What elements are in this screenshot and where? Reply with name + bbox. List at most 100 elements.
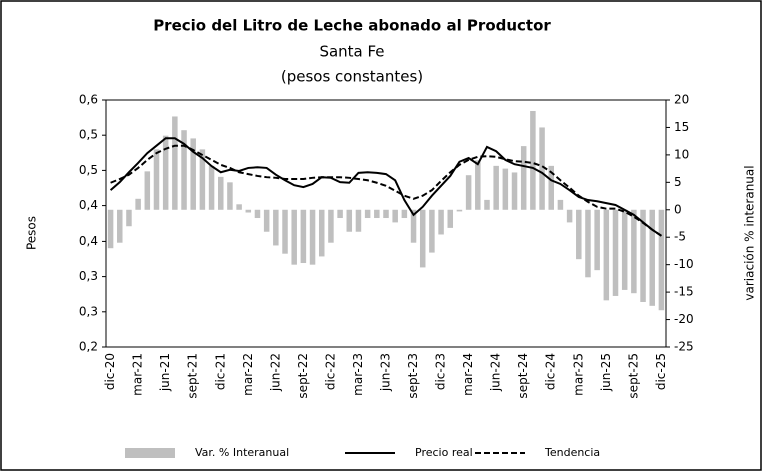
bar bbox=[539, 127, 545, 210]
bar bbox=[456, 209, 463, 212]
x-tick-label: mar-22 bbox=[241, 353, 255, 396]
bar bbox=[374, 209, 380, 219]
x-tick-label: jun-25 bbox=[599, 353, 613, 392]
bar bbox=[273, 209, 279, 246]
y-tick-label: 0,6 bbox=[79, 93, 98, 107]
bar bbox=[447, 209, 454, 228]
legend-label: Precio real bbox=[415, 446, 473, 459]
bar bbox=[291, 209, 297, 265]
bar bbox=[162, 135, 169, 210]
bar bbox=[227, 182, 233, 210]
bar bbox=[475, 160, 481, 210]
bar bbox=[300, 209, 307, 264]
y-tick-label: 0,2 bbox=[79, 340, 98, 354]
bar bbox=[117, 209, 123, 243]
x-tick-label: mar-23 bbox=[351, 353, 365, 396]
x-tick-label: dic-25 bbox=[654, 353, 668, 390]
x-tick-label: jun-24 bbox=[489, 353, 503, 392]
bar bbox=[135, 198, 141, 210]
bar bbox=[502, 168, 509, 210]
line bbox=[109, 137, 662, 237]
x-tick-label: sept-23 bbox=[406, 353, 420, 399]
x-tick-label: dic-23 bbox=[434, 353, 448, 390]
x-tick-label: jun-22 bbox=[268, 353, 282, 392]
bar bbox=[245, 209, 252, 213]
bar bbox=[410, 209, 417, 243]
bar bbox=[493, 165, 499, 210]
x-tick-label: mar-24 bbox=[461, 353, 475, 396]
bar bbox=[631, 209, 637, 294]
x-tick-label: jun-21 bbox=[158, 353, 172, 392]
y2-tick-label: 5 bbox=[674, 175, 682, 189]
bar bbox=[438, 209, 444, 235]
x-tick-label: sept-22 bbox=[296, 353, 310, 399]
bar bbox=[566, 209, 573, 223]
bar bbox=[548, 165, 554, 210]
bar bbox=[199, 149, 206, 210]
bar bbox=[392, 209, 398, 223]
bar bbox=[346, 209, 353, 232]
y-tick-label: 0,5 bbox=[79, 163, 98, 177]
bar bbox=[337, 209, 343, 219]
bar bbox=[208, 165, 215, 210]
bar bbox=[282, 209, 288, 254]
y-tick-label: 0,4 bbox=[79, 198, 98, 212]
bar bbox=[144, 171, 151, 210]
y-tick-label: 0,4 bbox=[79, 234, 98, 248]
bar bbox=[419, 209, 426, 268]
y-tick-label: 0,3 bbox=[79, 304, 98, 318]
bar bbox=[585, 209, 591, 278]
y-axis-label: Pesos bbox=[25, 216, 39, 250]
x-tick-label: mar-25 bbox=[571, 353, 585, 396]
bar bbox=[429, 209, 435, 253]
bar bbox=[181, 130, 187, 210]
bar bbox=[318, 209, 325, 257]
bar bbox=[309, 209, 316, 265]
legend-label: Tendencia bbox=[544, 446, 600, 459]
bar bbox=[576, 209, 582, 260]
bar bbox=[355, 209, 362, 232]
x-tick-label: sept-24 bbox=[516, 353, 530, 399]
chart-title: Precio del Litro de Leche abonado al Pro… bbox=[153, 17, 551, 35]
x-tick-label: jun-23 bbox=[379, 353, 393, 392]
bar bbox=[383, 209, 389, 219]
chart-subtitle: Santa Fe bbox=[319, 43, 384, 61]
bar bbox=[612, 209, 619, 296]
bar bbox=[401, 209, 408, 219]
bar bbox=[218, 176, 224, 210]
x-tick-label: sept-21 bbox=[186, 353, 200, 399]
bar bbox=[263, 209, 270, 232]
y2-axis-label: variación % interanual bbox=[743, 165, 757, 300]
y2-tick-label: -20 bbox=[674, 312, 694, 326]
bar bbox=[328, 209, 334, 243]
bar bbox=[153, 149, 160, 210]
bar bbox=[364, 209, 371, 219]
y2-tick-label: 15 bbox=[674, 120, 689, 134]
bar bbox=[254, 209, 261, 219]
y2-tick-label: 20 bbox=[674, 93, 689, 107]
bar bbox=[520, 146, 527, 210]
legend-swatch bbox=[125, 448, 175, 458]
y2-tick-label: -5 bbox=[674, 230, 686, 244]
plot-border bbox=[105, 99, 667, 348]
y2-tick-label: -15 bbox=[674, 285, 694, 299]
bar bbox=[511, 172, 518, 210]
bar bbox=[603, 209, 610, 301]
bar bbox=[236, 204, 242, 210]
bar bbox=[530, 110, 536, 210]
x-tick-label: dic-24 bbox=[544, 353, 558, 390]
x-tick-label: mar-21 bbox=[131, 353, 145, 396]
y-tick-label: 0,5 bbox=[79, 128, 98, 142]
x-tick-label: sept-25 bbox=[626, 353, 640, 399]
bar bbox=[465, 175, 472, 210]
x-tick-label: dic-22 bbox=[323, 353, 337, 390]
y2-tick-label: -25 bbox=[674, 340, 694, 354]
bar bbox=[621, 209, 628, 290]
y2-tick-label: 10 bbox=[674, 147, 689, 161]
line bbox=[110, 144, 662, 237]
chart-subtitle: (pesos constantes) bbox=[281, 68, 423, 86]
x-tick-label: dic-20 bbox=[103, 353, 117, 390]
bar bbox=[557, 199, 564, 210]
bar bbox=[484, 199, 490, 210]
